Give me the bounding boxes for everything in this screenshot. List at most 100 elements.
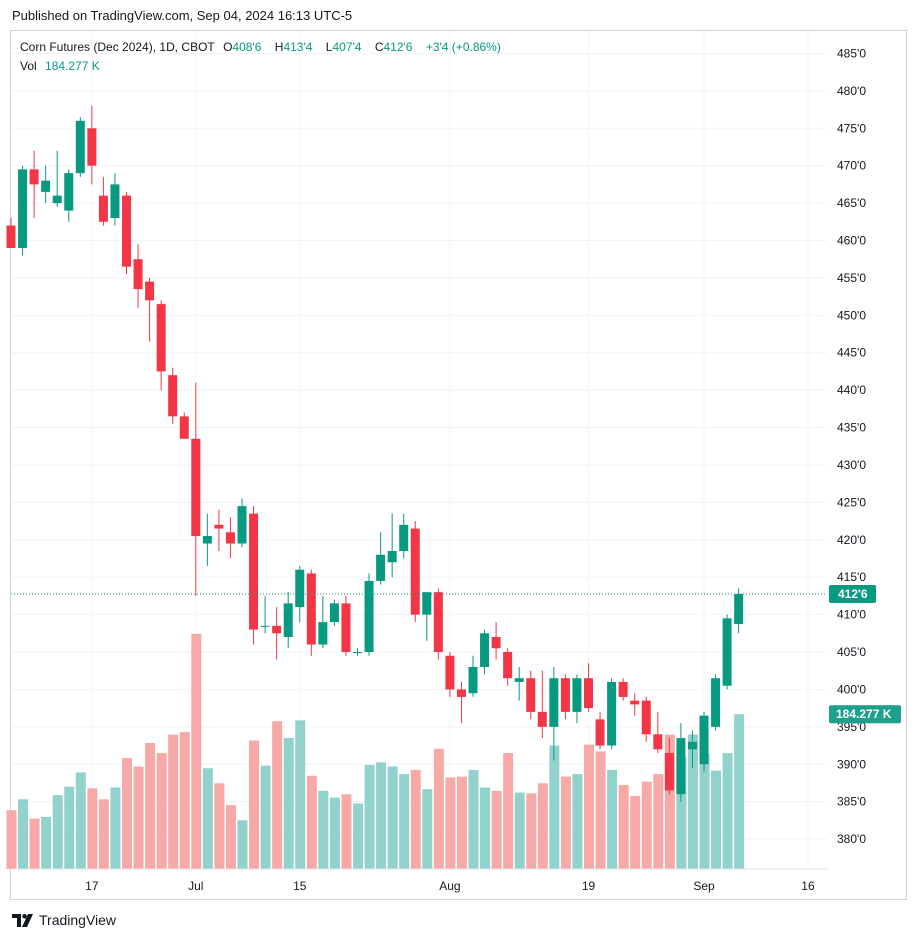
price-tick-label: 385'0 [837,795,866,809]
symbol-name: Corn Futures (Dec 2024), 1D, CBOT [20,40,215,54]
candle-body [687,741,697,750]
price-tick-label: 380'0 [837,832,866,846]
volume-bar [503,753,514,869]
candle-body [133,259,143,290]
candle-body [595,719,605,746]
candle-body [329,603,339,623]
volume-bar [318,790,329,869]
candle-body [433,592,443,653]
last-price-badge [829,585,876,604]
candle-body [376,554,386,581]
candle-body [191,438,201,537]
price-tick-label: 445'0 [837,346,866,360]
volume-bar [18,799,29,869]
price-tick-label: 475'0 [837,121,866,135]
candle-body [364,580,374,653]
volume-bar [584,744,594,869]
candle-body [549,678,559,727]
candle-body [491,637,501,649]
volume-bar [329,797,340,869]
price-tick-label: 395'0 [837,720,866,734]
volume-bar [722,753,733,869]
volume-label: 184.277 K [836,707,892,721]
candle-body [572,678,582,712]
volume-bar [630,795,641,869]
volume-bar [29,818,40,869]
candle-body [422,592,432,615]
candle-body [18,169,28,248]
time-tick-label: Sep [693,879,715,893]
candle-body [87,128,97,166]
volume-bar [6,810,17,869]
price-tick-label: 425'0 [837,495,866,509]
price-tick-label: 390'0 [837,757,866,771]
volume-bar [537,783,548,869]
volume-bar [237,820,248,869]
candle-body [618,681,628,697]
volume-bar [341,794,352,869]
candle-body [6,225,16,248]
volume-bar [191,633,202,869]
volume-bar [249,740,260,869]
volume-bar [156,753,167,869]
price-tick-label: 405'0 [837,645,866,659]
price-tick-label: 480'0 [837,84,866,98]
volume-bar [676,757,687,869]
candle-body [699,715,709,765]
candle-body [410,528,420,615]
price-tick-label: 440'0 [837,383,866,397]
price-tick-label: 400'0 [837,682,866,696]
candle-body [526,678,536,712]
vol-value: 184.277 K [45,59,100,73]
candle-body [202,536,212,544]
volume-bar [560,776,571,869]
candle-body [110,184,120,219]
candle-body [711,678,721,727]
volume-bar [549,745,560,869]
candle-body [237,506,247,544]
price-tick-label: 435'0 [837,421,866,435]
volume-bar [225,805,236,869]
volume-bar [179,732,190,869]
time-tick-label: 15 [293,879,307,893]
time-axis: 17 Jul 15 Aug 19 Sep 16 [11,868,827,893]
candle-body [341,603,351,653]
volume-bar [64,786,75,869]
candle-body [503,652,513,679]
close-value: 412'6 [383,40,413,54]
time-tick-label: 19 [582,879,596,893]
chart-frame [10,30,907,900]
candle-body [641,700,651,735]
candle-body [607,681,617,746]
price-tick-label: 415'0 [837,570,866,584]
price-tick-label: 455'0 [837,271,866,285]
candle-body [676,738,686,795]
time-tick-label: 16 [801,879,815,893]
volume-bar [664,734,675,869]
candle-body [283,603,293,638]
tradingview-brand[interactable]: TradingView [12,912,116,928]
last-price-label: 412'6 [838,587,868,601]
volume-badge-fill [829,705,901,724]
candle-body [480,633,490,667]
candle-body [399,524,409,552]
high-label: H [274,40,284,54]
candle-body [168,375,178,417]
volume-legend: Vol 184.277 K [20,59,105,73]
volume-bar [295,720,306,869]
low-label: L [325,40,333,54]
volume-bar [376,762,387,869]
published-caption: Published on TradingView.com, Sep 04, 20… [12,8,353,23]
volume-bar [410,769,421,869]
volume-bar [202,768,213,869]
volume-bar [734,714,745,869]
candle-body [456,689,466,697]
volume-bar [653,774,664,869]
volume-bar [641,781,652,869]
candle-body [272,625,282,634]
volume-bar [491,790,502,869]
volume-bar [572,774,583,869]
candle-body [318,622,328,645]
low-value: 407'4 [332,40,362,54]
